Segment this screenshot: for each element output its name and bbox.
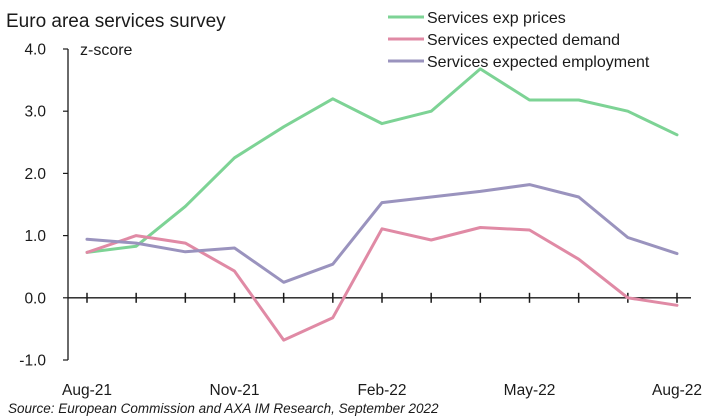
legend-label-services-expected-employment: Services expected employment bbox=[427, 54, 650, 71]
axes bbox=[63, 48, 691, 361]
x-tick-label: Aug-21 bbox=[62, 382, 112, 399]
y-tick-label: 3.0 bbox=[24, 104, 46, 121]
y-tick-label: 1.0 bbox=[24, 228, 46, 245]
legend-label-services-expected-demand: Services expected demand bbox=[427, 32, 620, 49]
x-tick-label: Feb-22 bbox=[357, 382, 406, 399]
series-line-services-exp-prices bbox=[85, 67, 679, 254]
y-tick-label: 4.0 bbox=[24, 42, 46, 59]
y-tick-labels: -1.0 0.0 1.0 2.0 3.0 4.0 bbox=[19, 42, 46, 370]
x-tick-label: Aug-22 bbox=[652, 382, 702, 399]
x-tick-label: May-22 bbox=[504, 382, 556, 399]
y-tick-label: 2.0 bbox=[24, 166, 46, 183]
y-axis-label: z-score bbox=[80, 42, 133, 59]
source-note: Source: European Commission and AXA IM R… bbox=[8, 401, 439, 416]
chart-title: Euro area services survey bbox=[6, 11, 226, 32]
x-tick-labels: Aug-21 Nov-21 Feb-22 May-22 Aug-22 bbox=[62, 382, 702, 399]
legend-label-services-exp-prices: Services exp prices bbox=[427, 10, 566, 27]
series-lines bbox=[85, 67, 679, 342]
series-line-services-expected-employment bbox=[85, 183, 679, 284]
y-tick-label: -1.0 bbox=[19, 353, 46, 370]
y-tick-label: 0.0 bbox=[24, 290, 46, 307]
legend: Services exp prices Services expected dem… bbox=[388, 10, 650, 71]
series-line-services-expected-demand bbox=[85, 226, 679, 342]
x-tick-label: Nov-21 bbox=[210, 382, 260, 399]
